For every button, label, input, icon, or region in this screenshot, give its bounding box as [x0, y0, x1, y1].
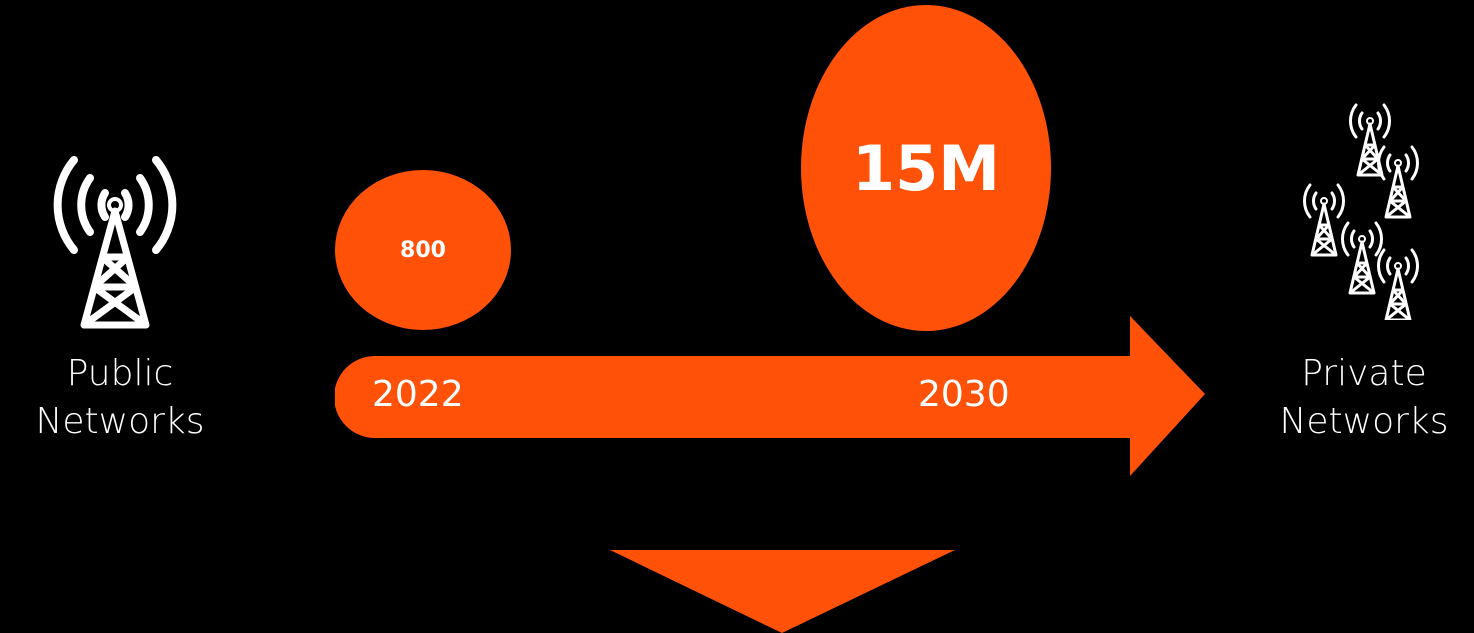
private-label-line1: Private — [1301, 353, 1427, 394]
public-label-line2: Networks — [35, 401, 205, 442]
value-2030-text: 15M — [852, 131, 1000, 205]
timeline-arrow — [335, 316, 1205, 476]
private-label-line2: Networks — [1279, 401, 1449, 442]
multiple-cell-towers-icon — [1302, 103, 1420, 320]
public-label-line1: Public — [66, 353, 174, 394]
year-end-label: 2030 — [918, 374, 1010, 415]
private-networks-label: Private Networks — [1254, 350, 1474, 446]
year-start-label: 2022 — [372, 374, 464, 415]
down-arrow — [610, 550, 955, 633]
public-networks-label: Public Networks — [10, 350, 230, 446]
value-2022-text: 800 — [400, 237, 446, 263]
single-cell-tower-icon — [53, 156, 177, 329]
value-bubble-2030: 15M — [801, 5, 1051, 331]
value-bubble-2022: 800 — [335, 170, 511, 330]
